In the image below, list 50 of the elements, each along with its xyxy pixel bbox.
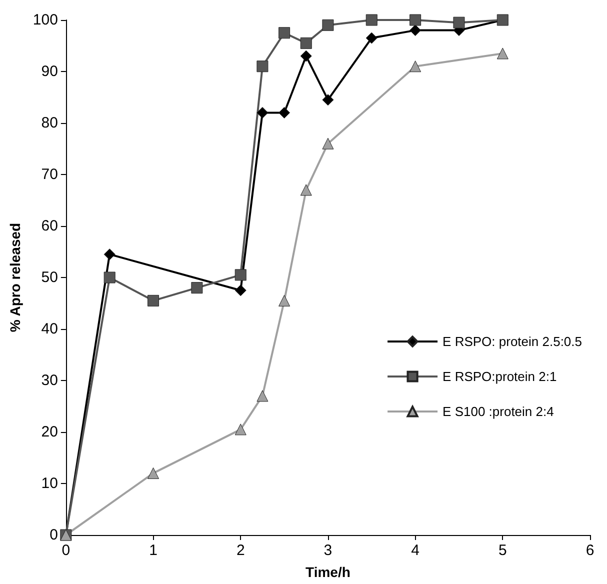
y-tick-label: 0 xyxy=(50,526,58,544)
y-tick-label: 20 xyxy=(41,424,58,440)
x-tick-label: 1 xyxy=(149,542,158,559)
y-tick-label: 60 xyxy=(41,218,58,234)
y-tick-label: 40 xyxy=(41,320,58,338)
point xyxy=(300,37,312,49)
point xyxy=(453,16,465,28)
point xyxy=(410,24,422,36)
x-axis-title: Time/h xyxy=(306,564,350,580)
point xyxy=(256,390,268,402)
point xyxy=(234,284,246,296)
point xyxy=(278,294,290,306)
point xyxy=(300,50,312,62)
point xyxy=(104,248,116,260)
x-tick-label: 3 xyxy=(324,542,332,559)
point xyxy=(300,184,312,196)
y-tick-label: 100 xyxy=(32,12,58,28)
point xyxy=(256,60,268,72)
y-tick-label: 80 xyxy=(41,114,58,132)
point xyxy=(148,294,160,306)
point xyxy=(148,467,160,479)
point xyxy=(322,138,334,150)
point xyxy=(322,94,334,106)
point xyxy=(366,32,378,44)
point xyxy=(278,27,290,39)
x-tick-label: 5 xyxy=(498,542,507,559)
point xyxy=(410,14,422,26)
point xyxy=(322,19,334,31)
y-axis-title: % Apro released xyxy=(7,222,23,332)
point xyxy=(256,106,268,118)
legend-label: E RSPO: protein 2.5:0.5 xyxy=(442,334,582,349)
x-tick-label: 6 xyxy=(586,542,594,559)
x-tick-label: 0 xyxy=(62,542,70,559)
y-tick-label: 10 xyxy=(41,475,58,492)
x-tick-label: 4 xyxy=(411,542,420,559)
y-tick-label: 50 xyxy=(41,269,58,286)
point xyxy=(366,14,378,26)
y-tick-label: 70 xyxy=(41,166,58,183)
point xyxy=(234,269,246,281)
point xyxy=(410,60,422,72)
y-tick-label: 30 xyxy=(41,372,58,389)
point xyxy=(234,424,246,436)
point xyxy=(191,282,203,294)
legend-label: E S100 :protein 2:4 xyxy=(442,404,554,419)
x-tick-label: 2 xyxy=(236,542,245,559)
point xyxy=(104,272,116,284)
legend-label: E RSPO:protein 2:1 xyxy=(442,369,557,384)
y-tick-label: 90 xyxy=(41,63,58,80)
point xyxy=(496,48,508,60)
point xyxy=(278,106,290,118)
